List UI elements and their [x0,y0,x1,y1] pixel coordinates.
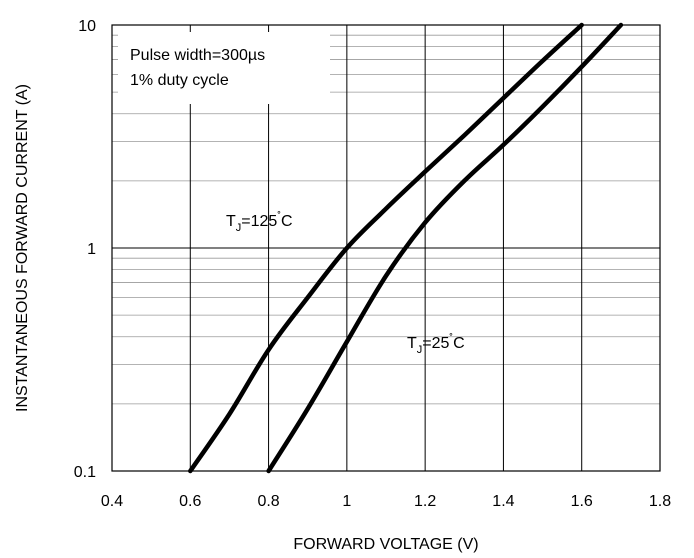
x-tick-label: 1.8 [649,493,671,510]
series-line-125c [188,22,584,474]
y-tick-labels: 0.1 1 10 [74,18,96,481]
annotation-box [118,32,330,104]
series-label-25c: TJ=25˚C [407,333,465,356]
series-label-125c: TJ=125˚C [226,211,293,234]
x-tick-label: 0.6 [179,493,201,510]
y-axis-title: INSTANTANEOUS FORWARD CURRENT (A) [14,84,31,412]
x-axis-title: FORWARD VOLTAGE (V) [293,536,478,553]
x-tick-label: 1.4 [492,493,514,510]
x-tick-label: 0.8 [257,493,279,510]
plot-frame [111,24,661,472]
x-tick-label: 1.6 [571,493,593,510]
y-tick-label: 10 [78,18,96,35]
series-line-25c [266,22,624,474]
x-tick-labels: 0.4 0.6 0.8 1 1.2 1.4 1.6 1.8 [101,493,671,510]
series-layer [188,22,624,474]
x-tick-label: 1.2 [414,493,436,510]
annotation-line-1: Pulse width=300µs [130,47,265,64]
annotation-line-2: 1% duty cycle [130,72,229,89]
y-tick-label: 1 [87,241,96,258]
x-tick-label: 0.4 [101,493,123,510]
x-tick-label: 1 [342,493,351,510]
y-tick-label: 0.1 [74,464,96,481]
